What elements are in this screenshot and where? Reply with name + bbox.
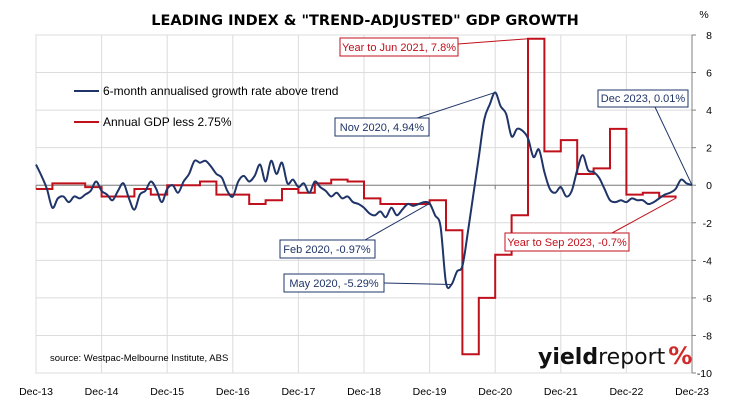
annotation-leader-may-2020 — [383, 282, 452, 286]
annotation-label-sep-2023: Year to Sep 2023, -0.7% — [507, 237, 627, 249]
x-tick-label-1: Dec-14 — [85, 386, 119, 398]
annotation-jun-2021: Year to Jun 2021, 7.8% — [339, 37, 529, 57]
y-tick-label-1: 6 — [706, 68, 712, 80]
annotation-may-2020: May 2020, -5.29% — [283, 273, 452, 293]
x-tick-label-9: Dec-22 — [609, 386, 643, 398]
x-tick-label-2: Dec-15 — [150, 386, 184, 398]
annotation-dec-2023: Dec 2023, 0.01% — [597, 89, 693, 186]
yieldreport-logo-text: yieldreport% — [538, 342, 692, 370]
annotation-leader-jun-2021 — [457, 38, 529, 45]
y-tick-label-6: -4 — [703, 255, 712, 267]
annotation-label-feb-2020: Feb 2020, -0.97% — [283, 244, 371, 256]
annotation-label-nov-2020: Nov 2020, 4.94% — [340, 122, 425, 134]
annotations: Year to Jun 2021, 7.8% Nov 2020, 4.94% D… — [279, 37, 693, 293]
x-tick-label-5: Dec-18 — [347, 386, 381, 398]
annotation-label-jun-2021: Year to Jun 2021, 7.8% — [342, 42, 456, 54]
x-tick-label-3: Dec-16 — [216, 386, 250, 398]
annotation-nov-2020: Nov 2020, 4.94% — [334, 91, 496, 137]
y-axis-unit: % — [699, 9, 708, 21]
annotation-label-dec-2023: Dec 2023, 0.01% — [601, 93, 686, 105]
annotation-box-may-2020 — [283, 273, 385, 293]
annotation-box-jun-2021 — [339, 37, 459, 57]
annotation-leader-sep-2023 — [611, 197, 676, 234]
yieldreport-logo: yieldreport% — [538, 342, 692, 370]
annotation-box-sep-2023 — [504, 232, 630, 252]
annotation-feb-2020: Feb 2020, -0.97% — [279, 203, 430, 259]
x-tick-label-0: Dec-13 — [19, 386, 53, 398]
x-axis-ticks: Dec-13 Dec-14 Dec-15 Dec-16 Dec-17 Dec-18 Dec-… — [19, 185, 709, 398]
annotation-box-dec-2023 — [597, 89, 689, 108]
x-tick-label-4: Dec-17 — [281, 386, 315, 398]
annotation-box-nov-2020 — [334, 117, 430, 137]
annotation-leader-feb-2020 — [364, 203, 430, 241]
y-tick-label-2: 4 — [706, 105, 712, 117]
y-tick-label-7: -6 — [703, 293, 712, 305]
x-tick-label-8: Dec-21 — [544, 386, 578, 398]
annotation-leader-dec-2023 — [654, 106, 693, 186]
series-line-leading-index — [35, 91, 693, 290]
series-layer — [35, 37, 693, 356]
chart-title: LEADING INDEX & "TREND-ADJUSTED" GDP GRO… — [151, 13, 579, 29]
legend: 6-month annualised growth rate above tre… — [74, 84, 338, 129]
annotation-leader-nov-2020 — [407, 91, 496, 122]
legend-label-leading-index: 6-month annualised growth rate above tre… — [103, 84, 338, 98]
y-tick-label-3: 2 — [706, 143, 712, 155]
x-tick-label-7: Dec-20 — [478, 386, 512, 398]
y-tick-label-4: 0 — [706, 180, 712, 192]
y-tick-label-8: -8 — [703, 330, 712, 342]
legend-label-gdp: Annual GDP less 2.75% — [103, 115, 232, 129]
x-tick-label-10: Dec-23 — [675, 386, 709, 398]
annotation-box-feb-2020 — [279, 239, 376, 259]
y-tick-label-0: 8 — [706, 30, 712, 42]
source-note: source: Westpac-Melbourne Institute, ABS — [50, 353, 228, 364]
y-axis-ticks: 8 6 4 2 0 -2 -4 -6 -8 -10 — [692, 30, 712, 380]
annotation-sep-2023: Year to Sep 2023, -0.7% — [504, 197, 676, 252]
y-tick-label-5: -2 — [703, 218, 712, 230]
annotation-label-may-2020: May 2020, -5.29% — [289, 278, 378, 290]
y-tick-label-9: -10 — [697, 368, 712, 380]
x-tick-label-6: Dec-19 — [413, 386, 447, 398]
